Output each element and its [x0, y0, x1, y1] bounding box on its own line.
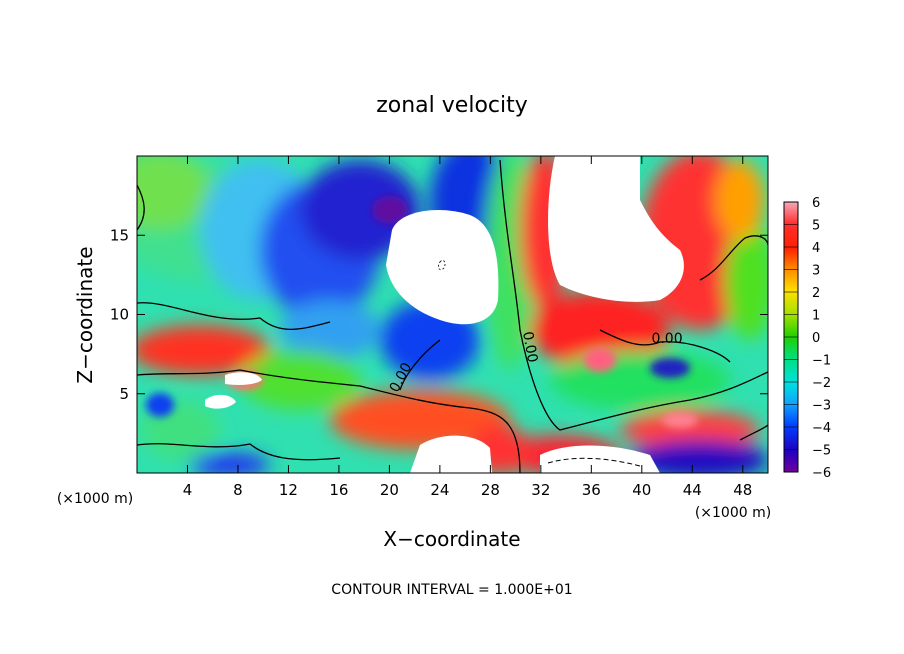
- x-tick-label: 12: [279, 481, 298, 499]
- x-tick-label: 16: [329, 481, 348, 499]
- y-tick-label: 10: [110, 306, 129, 324]
- contour-labels: 0.000.00 0.00: [387, 330, 683, 395]
- colorbar-label: 1: [812, 309, 820, 324]
- colorbar-label: −6: [812, 466, 831, 481]
- contour-interval-note: CONTOUR INTERVAL = 1.000E+01: [331, 582, 572, 598]
- colorbar-label: 6: [812, 196, 820, 211]
- x-tick-label: 24: [430, 481, 449, 499]
- chart-title: zonal velocity: [376, 93, 528, 118]
- colorbar-labels: 6 5 4 3 2 1 0 −1 −2 −3 −4 −5 −6: [784, 196, 831, 481]
- x-tick-label: 20: [380, 481, 399, 499]
- x-tick-label: 48: [733, 481, 752, 499]
- x-tick-label: 8: [233, 481, 243, 499]
- colorbar-label: 2: [812, 286, 820, 301]
- x-tick-label: 40: [632, 481, 651, 499]
- y-tick-label: 15: [110, 226, 129, 244]
- x-tick-label: 36: [582, 481, 601, 499]
- contour-label: 0.00: [519, 330, 540, 363]
- y-axis-label: Z−coordinate: [73, 246, 97, 383]
- colorbar-label: 3: [812, 264, 820, 279]
- colorbar-label: 0: [812, 331, 820, 346]
- colorbar-label: −3: [812, 399, 831, 414]
- x-tick-label: 28: [481, 481, 500, 499]
- colorbar-label: −4: [812, 421, 831, 436]
- x-axis-ticks: 4 8 12 16 20 24 28 32 36 40 44 48: [183, 156, 752, 499]
- contour-label: 0.00: [651, 331, 682, 347]
- colorbar-label: 4: [812, 241, 820, 256]
- x-unit-label-left: (×1000 m): [57, 491, 133, 507]
- x-unit-label-right: (×1000 m): [695, 505, 771, 521]
- x-tick-label: 32: [531, 481, 550, 499]
- x-tick-label: 4: [183, 481, 193, 499]
- heatmap-field: [137, 156, 768, 473]
- y-axis-ticks: 5 10 15: [110, 226, 768, 403]
- colorbar-label: 5: [812, 219, 820, 234]
- x-axis-label: X−coordinate: [383, 527, 520, 551]
- x-tick-label: 44: [683, 481, 702, 499]
- colorbar-label: −5: [812, 444, 831, 459]
- colorbar-label: −1: [812, 354, 831, 369]
- colorbar-label: −2: [812, 376, 831, 391]
- y-tick-label: 5: [119, 385, 129, 403]
